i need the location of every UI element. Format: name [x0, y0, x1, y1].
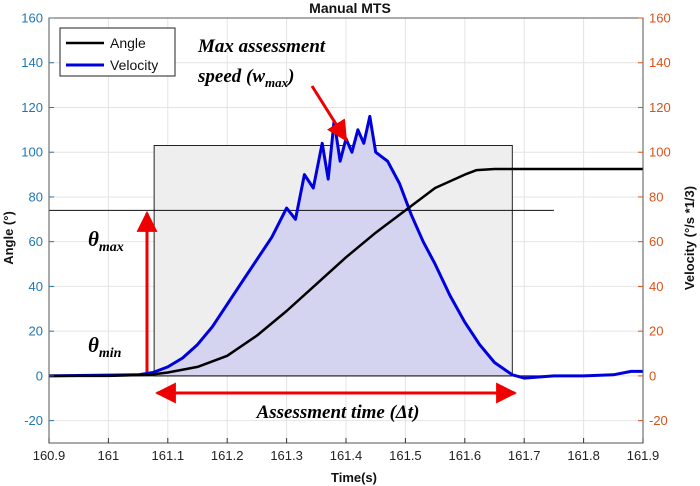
angle-series-line — [49, 167, 643, 378]
tick-marks — [48, 17, 644, 443]
y-right-tick-label: 160 — [649, 11, 671, 26]
y-left-tick-label: 0 — [36, 368, 43, 383]
x-tick-label: 161.4 — [330, 448, 363, 463]
max-speed-arrow — [310, 85, 348, 142]
theta-max-label: θmax — [88, 227, 124, 255]
y-right-tick-label: -20 — [649, 413, 668, 428]
y-right-tick-label: 0 — [649, 368, 656, 383]
x-tick-label: 161.7 — [508, 448, 541, 463]
y-right-tick-label: 40 — [649, 279, 663, 294]
legend-velocity-label: Velocity — [110, 57, 158, 73]
x-axis-title: Time(s) — [331, 470, 377, 485]
x-tick-label: 161 — [98, 448, 120, 463]
y-right-tick-label: 100 — [649, 145, 671, 160]
theta-min-label: θmin — [88, 333, 122, 361]
y-right-tick-label: 140 — [649, 55, 671, 70]
y-left-tick-label: 20 — [29, 324, 43, 339]
y-left-tick-label: 140 — [21, 55, 43, 70]
chart-title: Manual MTS — [309, 0, 391, 16]
x-tick-label: 161.3 — [270, 448, 303, 463]
y-left-tick-label: 160 — [21, 11, 43, 26]
legend: Angle Velocity — [59, 27, 176, 77]
assessment-time-label: Assessment time (Δt) — [256, 402, 420, 423]
y-left-tick-label: -20 — [24, 413, 43, 428]
y-left-tick-label: 60 — [29, 234, 43, 249]
x-tick-label: 161.8 — [567, 448, 600, 463]
y-right-tick-label: 60 — [649, 234, 663, 249]
velocity-series-line — [48, 114, 643, 380]
x-tick-label: 160.9 — [33, 448, 66, 463]
legend-box — [59, 27, 176, 77]
y-right-tick-label: 20 — [649, 324, 663, 339]
y-left-tick-label: 40 — [29, 279, 43, 294]
y-right-tick-label: 80 — [649, 189, 663, 204]
x-tick-label: 161.2 — [211, 448, 244, 463]
x-tick-label: 161.9 — [627, 448, 660, 463]
max-speed-label-line2: speed (wmax) — [197, 66, 294, 90]
y-left-tick-label: 100 — [21, 145, 43, 160]
legend-angle-label: Angle — [110, 35, 146, 51]
x-tick-label: 161.1 — [152, 448, 185, 463]
left-y-axis-title: Angle (°) — [1, 211, 16, 265]
velocity-area-fill — [152, 116, 513, 376]
right-y-axis-title: Velocity (°/s *1/3) — [682, 186, 697, 290]
y-left-tick-label: 120 — [21, 100, 43, 115]
max-speed-label-line1: Max assessment — [197, 36, 326, 57]
y-left-tick-label: 80 — [29, 189, 43, 204]
x-tick-label: 161.6 — [449, 448, 482, 463]
y-right-tick-label: 120 — [649, 100, 671, 115]
x-tick-label: 161.5 — [389, 448, 422, 463]
